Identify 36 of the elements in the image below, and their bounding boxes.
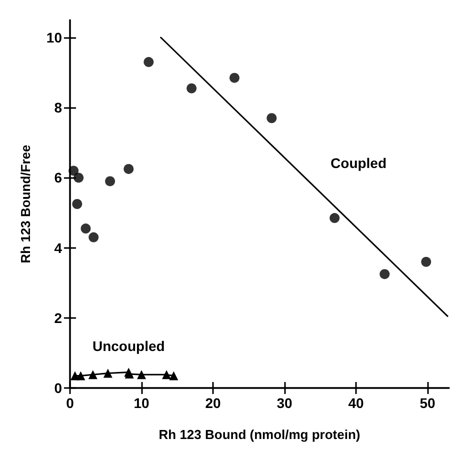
point bbox=[144, 57, 154, 68]
series-label: Uncoupled bbox=[92, 338, 165, 354]
point bbox=[421, 256, 432, 267]
point bbox=[229, 72, 240, 83]
y-tick-label: 0 bbox=[54, 380, 62, 396]
y-tick-label: 2 bbox=[54, 310, 62, 326]
point bbox=[266, 113, 277, 124]
y-tick-label: 8 bbox=[54, 100, 62, 116]
x-tick-label: 10 bbox=[134, 395, 150, 411]
x-tick-label: 30 bbox=[276, 395, 293, 411]
point bbox=[186, 83, 197, 94]
point bbox=[76, 371, 86, 380]
point bbox=[68, 166, 79, 176]
point bbox=[105, 176, 116, 186]
point bbox=[380, 269, 390, 280]
y-tick-label: 6 bbox=[54, 170, 62, 186]
x-axis-title: Rh 123 Bound (nmol/mg protein) bbox=[158, 427, 360, 442]
x-tick-label: 50 bbox=[420, 395, 436, 411]
point bbox=[80, 224, 91, 234]
point bbox=[103, 368, 112, 378]
x-tick-label: 20 bbox=[205, 395, 222, 411]
point bbox=[74, 172, 84, 183]
point bbox=[162, 370, 172, 380]
point bbox=[88, 232, 99, 242]
point bbox=[124, 164, 134, 174]
y-tick-label: 10 bbox=[46, 30, 62, 46]
point bbox=[169, 371, 178, 380]
y-axis-title: Rh 123 Bound/Free bbox=[18, 144, 33, 264]
series-label: Coupled bbox=[330, 154, 387, 171]
point bbox=[72, 199, 82, 209]
y-tick-label: 4 bbox=[54, 240, 62, 256]
point bbox=[330, 213, 340, 224]
x-tick-label: 40 bbox=[348, 395, 364, 411]
point bbox=[88, 370, 98, 380]
x-tick-label: 0 bbox=[66, 395, 74, 411]
point bbox=[137, 370, 146, 380]
